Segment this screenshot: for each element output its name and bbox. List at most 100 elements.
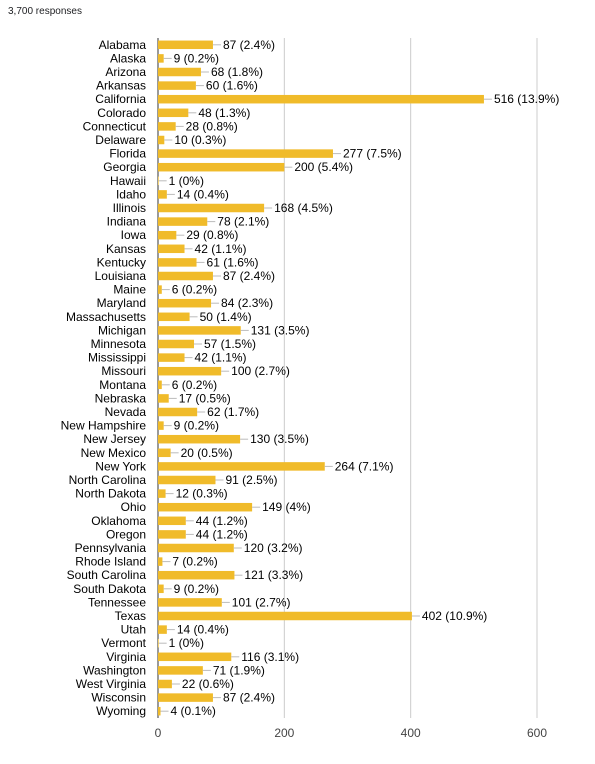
bar <box>158 407 198 417</box>
bar <box>158 570 235 580</box>
category-label: Mississippi <box>88 351 146 365</box>
category-label: Utah <box>121 623 146 637</box>
category-label: Arizona <box>105 65 146 79</box>
bar <box>158 611 412 621</box>
bar <box>158 122 176 131</box>
bar <box>158 489 166 498</box>
data-label: 9 (0.2%) <box>174 51 219 65</box>
category-label: North Carolina <box>69 473 147 487</box>
bar <box>158 652 232 662</box>
data-label: 149 (4%) <box>262 500 311 514</box>
category-label: North Dakota <box>75 487 146 501</box>
bar <box>158 40 213 50</box>
category-label: Rhode Island <box>75 555 146 569</box>
bar <box>158 584 164 594</box>
data-label: 120 (3.2%) <box>244 541 303 555</box>
data-label: 48 (1.3%) <box>198 106 250 120</box>
category-label: Ohio <box>121 500 147 514</box>
data-label: 4 (0.1%) <box>171 704 216 718</box>
bar <box>158 530 186 539</box>
bar <box>158 326 241 335</box>
data-label: 42 (1.1%) <box>195 242 247 256</box>
category-label: Nevada <box>105 405 147 419</box>
data-label: 130 (3.5%) <box>250 432 309 446</box>
bar <box>158 475 216 485</box>
data-label: 516 (13.9%) <box>494 92 559 106</box>
bar <box>158 462 325 471</box>
data-label: 50 (1.4%) <box>200 310 252 324</box>
bar <box>158 54 164 63</box>
category-label: Alaska <box>110 51 146 65</box>
bar <box>158 149 333 158</box>
category-label: California <box>95 92 146 106</box>
data-label: 9 (0.2%) <box>174 419 219 433</box>
bar <box>158 353 185 362</box>
data-label: 42 (1.1%) <box>195 351 247 365</box>
bar <box>158 380 162 390</box>
data-label: 7 (0.2%) <box>172 555 217 569</box>
data-label: 10 (0.3%) <box>174 133 226 147</box>
data-label: 12 (0.3%) <box>176 487 228 501</box>
data-label: 29 (0.8%) <box>186 228 238 242</box>
data-label: 62 (1.7%) <box>207 405 259 419</box>
category-label: Hawaii <box>110 174 146 188</box>
category-label: Iowa <box>121 228 147 242</box>
data-label: 116 (3.1%) <box>241 650 299 664</box>
data-label: 100 (2.7%) <box>231 364 290 378</box>
bar <box>158 271 213 281</box>
category-label: Colorado <box>97 106 146 120</box>
data-label: 131 (3.5%) <box>251 323 310 337</box>
category-label: Virginia <box>106 650 146 664</box>
category-label: South Carolina <box>67 568 147 582</box>
bar <box>158 162 285 172</box>
bar <box>158 448 171 458</box>
category-label: Nebraska <box>95 391 147 405</box>
category-label: New Mexico <box>81 446 147 460</box>
data-label: 22 (0.6%) <box>182 677 234 691</box>
data-label: 78 (2.1%) <box>217 215 269 229</box>
category-label: Missouri <box>101 364 146 378</box>
category-label: Connecticut <box>83 119 147 133</box>
data-label: 168 (4.5%) <box>274 201 333 215</box>
bar <box>158 203 265 213</box>
data-label: 44 (1.2%) <box>196 514 248 528</box>
category-label: Florida <box>109 147 146 161</box>
category-label: Indiana <box>107 215 147 229</box>
category-label: South Dakota <box>73 582 146 596</box>
response-count: 3,700 responses <box>8 6 82 17</box>
category-label: Delaware <box>95 133 146 147</box>
category-label: Minnesota <box>91 337 147 351</box>
data-label: 87 (2.4%) <box>223 691 275 705</box>
data-label: 17 (0.5%) <box>179 391 231 405</box>
data-label: 44 (1.2%) <box>196 527 248 541</box>
category-label: Arkansas <box>96 79 146 93</box>
bar <box>158 339 195 349</box>
category-label: West Virginia <box>76 677 147 691</box>
bar <box>158 598 222 607</box>
category-label: Pennsylvania <box>75 541 147 555</box>
data-label: 6 (0.2%) <box>172 283 217 297</box>
category-label: Texas <box>115 609 146 623</box>
data-label: 121 (3.3%) <box>244 568 303 582</box>
category-label: Illinois <box>113 201 146 215</box>
category-label: New Jersey <box>83 432 146 446</box>
data-label: 91 (2.5%) <box>225 473 277 487</box>
data-label: 71 (1.9%) <box>213 663 265 677</box>
bar <box>158 217 208 226</box>
bar <box>158 285 162 294</box>
data-label: 84 (2.3%) <box>221 296 273 310</box>
category-label: Maine <box>113 283 146 297</box>
bar <box>158 625 167 634</box>
bar <box>158 557 163 566</box>
data-label: 402 (10.9%) <box>422 609 487 623</box>
bar <box>158 706 161 716</box>
category-label: Washington <box>83 663 146 677</box>
category-label: Wisconsin <box>91 691 146 705</box>
bar <box>158 666 203 675</box>
data-label: 277 (7.5%) <box>343 147 402 161</box>
category-label: New York <box>95 459 147 473</box>
bar <box>158 421 164 430</box>
bar <box>158 366 222 376</box>
category-label: Kentucky <box>97 255 146 269</box>
